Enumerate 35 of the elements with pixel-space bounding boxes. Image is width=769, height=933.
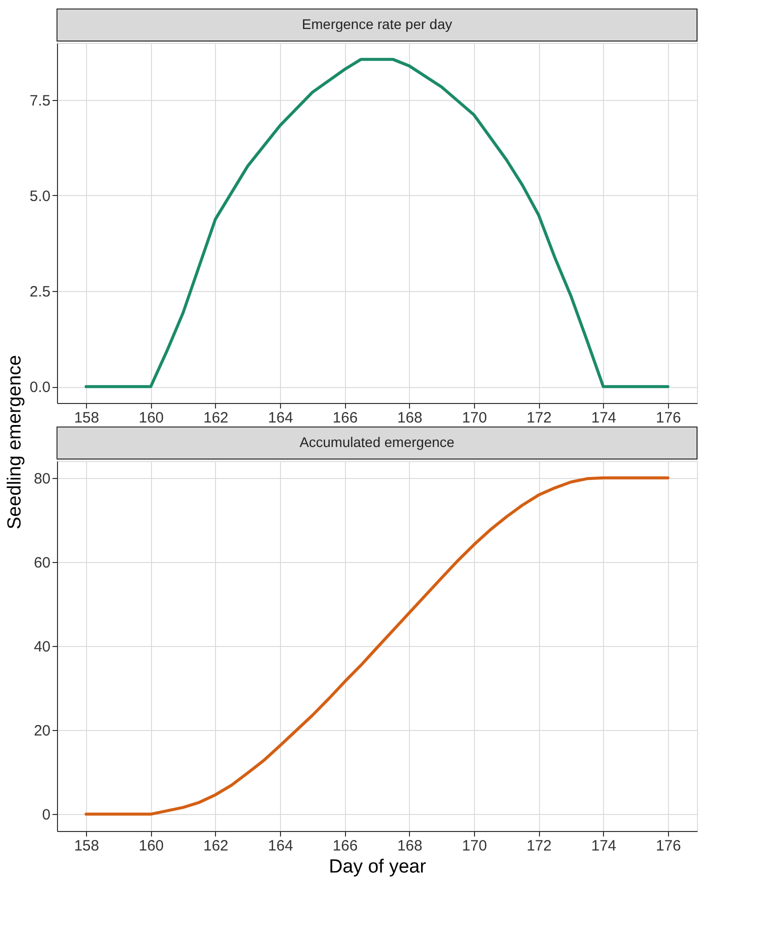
x-tick-label: 162 [203, 838, 228, 854]
x-tick-label: 164 [268, 410, 294, 426]
x-tick-label: 172 [526, 410, 552, 426]
x-tick-label: 174 [591, 838, 616, 854]
chart-title: Accumulated emergence [300, 434, 455, 450]
x-axis-title: Day of year [328, 856, 427, 878]
x-tick-label: 164 [268, 838, 294, 854]
y-axis-title: Seedling emergence [4, 355, 26, 530]
y-tick-label: 60 [34, 554, 50, 572]
x-tick-label: 166 [332, 838, 358, 854]
y-tick-label: 20 [34, 722, 50, 740]
x-tick-label: 170 [462, 838, 487, 854]
x-tick-label: 168 [397, 838, 422, 854]
y-tick-label: 7.5 [30, 92, 50, 110]
x-tick-label: 162 [203, 410, 228, 426]
line-series [84, 476, 670, 816]
x-tick-label: 174 [591, 410, 616, 426]
y-tick-label: 5.0 [30, 188, 50, 205]
y-tick-label: 80 [34, 470, 50, 488]
x-tick-label: 172 [526, 838, 552, 854]
x-tick-label: 160 [138, 838, 164, 854]
x-tick-label: 168 [397, 410, 422, 426]
y-tick-label: 40 [34, 638, 50, 656]
x-tick-label: 158 [74, 410, 100, 426]
x-tick-label: 170 [462, 410, 487, 426]
y-tick-label: 0 [42, 806, 50, 824]
x-tick-label: 176 [656, 410, 681, 426]
x-tick-label: 166 [332, 410, 358, 426]
x-tick-label: 176 [656, 838, 681, 854]
y-tick-label: 2.5 [30, 284, 50, 301]
chart-title: Emergence rate per day [302, 16, 452, 32]
line-series [84, 58, 670, 388]
x-tick-label: 158 [74, 838, 100, 854]
x-tick-label: 160 [138, 410, 164, 426]
y-tick-label: 0.0 [30, 379, 50, 396]
